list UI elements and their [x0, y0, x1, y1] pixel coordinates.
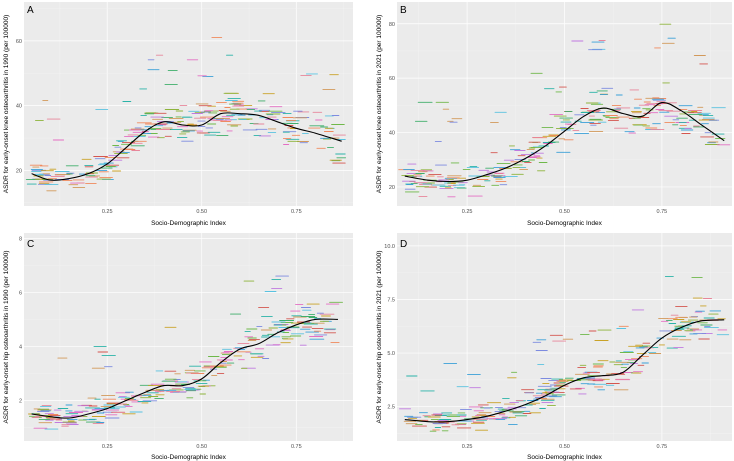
y-tick-label: 7.5 — [387, 298, 395, 304]
panel-c: C 0.25 0.50 0.75 2 4 6 8 Socio-Demographic Ind… — [3, 233, 353, 461]
x-axis-title: Socio-Demographic Index — [151, 454, 227, 461]
y-axis-title: ASDR for early-onset hip osteoarthritis … — [3, 250, 10, 423]
y-tick-label: 2 — [19, 399, 22, 405]
y-tick-label: 40 — [16, 104, 22, 110]
x-axis-title: Socio-Demographic Index — [527, 220, 603, 227]
panel-d: D 0.25 0.50 0.75 2.5 5.0 7.5 10.0 Socio-Demogr… — [376, 233, 732, 461]
y-axis-title: ASDR for early-onset hip osteoarthritis … — [376, 250, 383, 423]
x-tick-label: 0.50 — [559, 209, 570, 215]
data-points — [399, 276, 730, 432]
y-axis-title: ASDR for early-onset knee osteoarthritis… — [3, 15, 10, 193]
y-tick-label: 20 — [389, 185, 395, 191]
panel-b: B 0.25 0.50 0.75 20 40 60 80 Socio-Demographic… — [376, 2, 732, 227]
x-axis-title: Socio-Demographic Index — [151, 220, 227, 227]
x-tick-label: 0.25 — [462, 209, 473, 215]
x-tick-label: 0.50 — [196, 209, 207, 215]
x-tick-label: 0.75 — [291, 209, 302, 215]
panel-a: A 0.25 0.50 0.75 20 40 60 Socio-Demographic I… — [3, 2, 353, 227]
trend-line — [31, 112, 342, 181]
trend-line — [404, 101, 725, 183]
y-tick-label: 40 — [389, 131, 395, 137]
x-tick-label: 0.25 — [462, 444, 473, 450]
x-tick-label: 0.25 — [102, 209, 113, 215]
plot-background — [24, 2, 353, 206]
y-tick-label: 6 — [19, 290, 22, 296]
panel-letter: C — [27, 239, 34, 250]
x-tick-label: 0.50 — [559, 444, 570, 450]
grid — [24, 2, 353, 206]
plot-background — [24, 233, 353, 441]
y-tick-label: 80 — [389, 22, 395, 28]
y-tick-label: 5.0 — [387, 351, 395, 357]
tick-labels: 0.25 0.50 0.75 2 4 6 8 — [19, 236, 302, 450]
tick-labels: 0.25 0.50 0.75 20 40 60 80 — [389, 22, 667, 215]
panel-letter: D — [400, 239, 407, 250]
y-tick-label: 60 — [389, 76, 395, 82]
y-tick-label: 60 — [16, 39, 22, 45]
data-points — [28, 275, 343, 430]
y-tick-label: 20 — [16, 168, 22, 174]
data-points — [25, 37, 347, 192]
y-axis-title: ASDR for early-onset knee osteoarthritis… — [376, 15, 383, 193]
x-tick-label: 0.50 — [196, 444, 207, 450]
x-axis-title: Socio-Demographic Index — [527, 454, 603, 461]
tick-labels: 0.25 0.50 0.75 20 40 60 — [16, 39, 302, 215]
x-tick-label: 0.75 — [657, 209, 668, 215]
panel-letter: B — [400, 5, 407, 16]
y-tick-label: 10.0 — [384, 244, 395, 250]
y-tick-label: 2.5 — [387, 405, 395, 411]
grid — [397, 233, 732, 441]
x-tick-label: 0.75 — [291, 444, 302, 450]
x-tick-label: 0.25 — [102, 444, 113, 450]
panel-letter: A — [27, 5, 34, 16]
trend-line — [31, 318, 338, 419]
trend-line — [404, 319, 725, 423]
tick-labels: 0.25 0.50 0.75 2.5 5.0 7.5 10.0 — [384, 244, 667, 450]
y-tick-label: 8 — [19, 236, 22, 242]
y-tick-label: 4 — [19, 345, 22, 351]
x-tick-label: 0.75 — [657, 444, 668, 450]
